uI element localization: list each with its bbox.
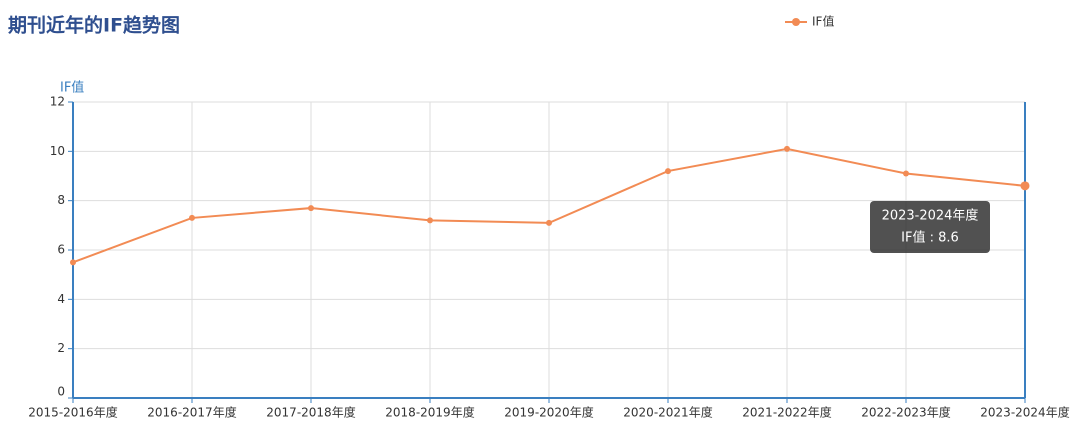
tooltip-title: 2023-2024年度 <box>882 208 979 224</box>
x-tick-label: 2019-2020年度 <box>504 405 593 420</box>
legend-label: IF值 <box>812 14 834 29</box>
x-tick-label: 2016-2017年度 <box>147 405 236 420</box>
point <box>903 170 909 177</box>
y-axis-label: IF值 <box>60 80 84 96</box>
y-tick-label: 0 <box>57 385 65 399</box>
point <box>189 214 195 221</box>
x-tick-label: 2017-2018年度 <box>266 405 355 420</box>
y-tick-label: 10 <box>50 144 65 158</box>
point <box>308 205 314 212</box>
point <box>665 168 671 175</box>
x-tick-label: 2018-2019年度 <box>385 405 474 420</box>
x-tick-label: 2023-2024年度 <box>980 405 1069 420</box>
point <box>70 259 76 266</box>
y-tick-label: 12 <box>50 95 65 109</box>
x-tick-label: 2020-2021年度 <box>623 405 712 420</box>
legend-marker <box>792 18 800 26</box>
y-tick-label: 2 <box>57 341 65 355</box>
point <box>427 217 433 224</box>
y-tick-label: 4 <box>57 292 65 306</box>
point <box>546 219 552 226</box>
point <box>784 145 790 152</box>
point <box>1020 181 1030 191</box>
y-tick-label: 6 <box>57 243 65 257</box>
x-tick-label: 2021-2022年度 <box>742 405 831 420</box>
x-tick-label: 2022-2023年度 <box>861 405 950 420</box>
chart-title: 期刊近年的IF趋势图 <box>8 14 180 37</box>
tooltip-text: IF值 : 8.6 <box>901 230 959 246</box>
tooltip-box <box>870 201 990 253</box>
y-tick-label: 8 <box>57 193 65 207</box>
x-tick-label: 2015-2016年度 <box>28 405 117 420</box>
